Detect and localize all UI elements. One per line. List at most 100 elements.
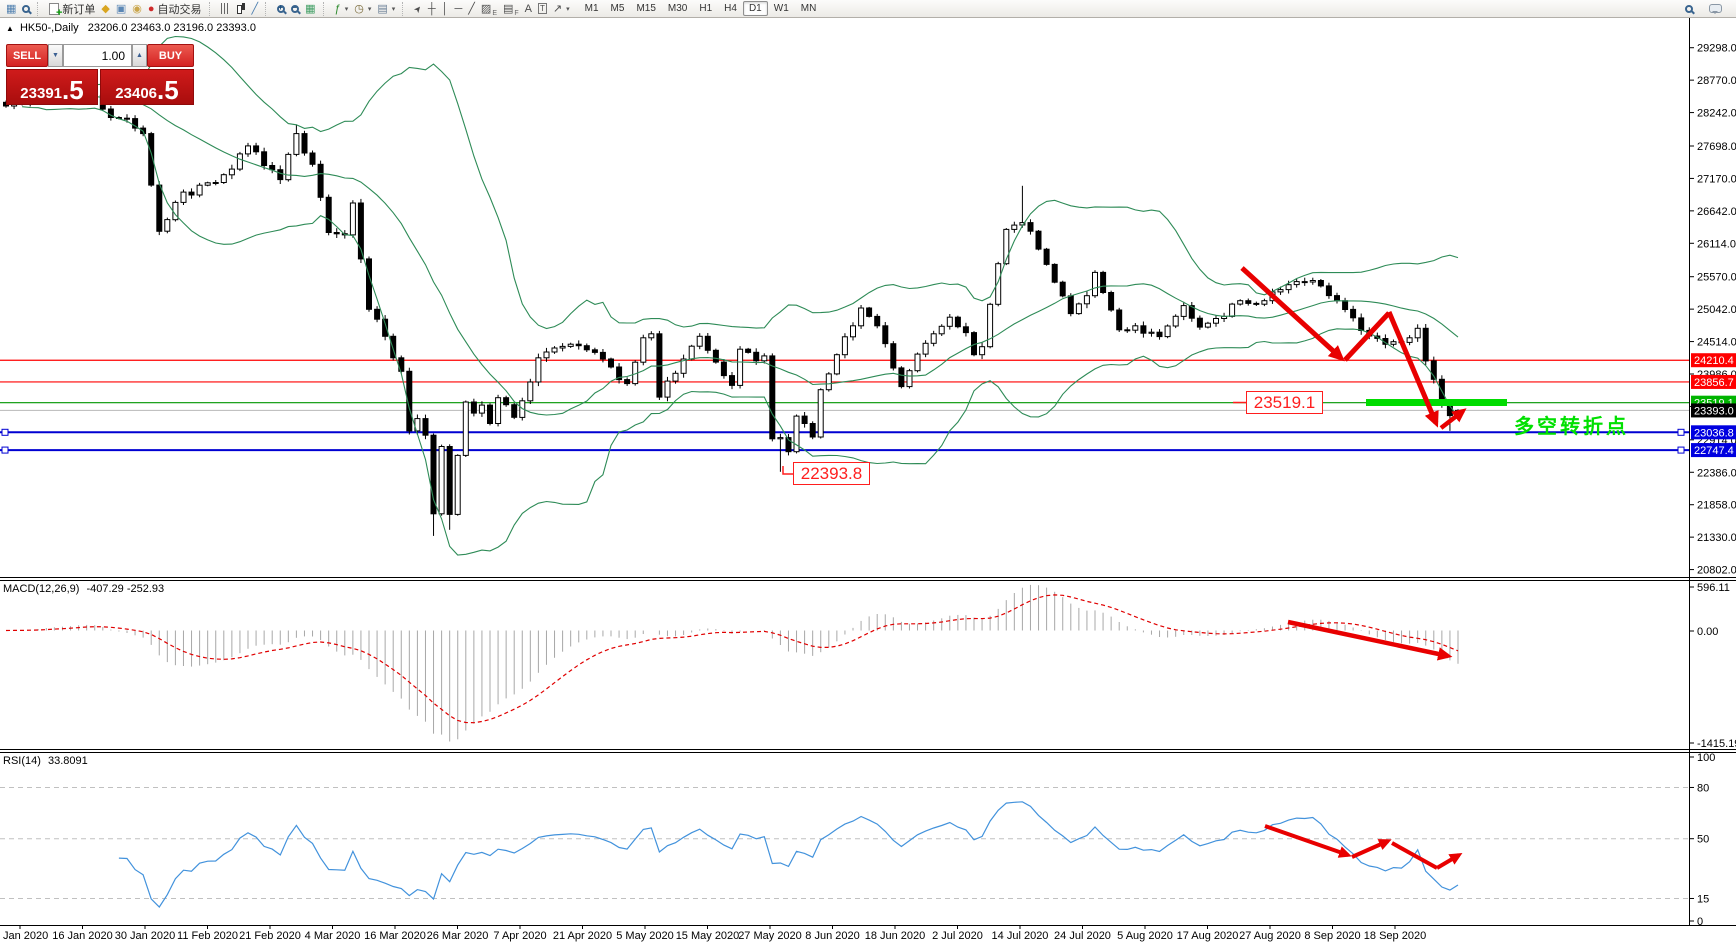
symbol-name: HK50-,Daily <box>19 22 79 34</box>
autotrading-button[interactable]: ● 自动交易 <box>145 1 205 17</box>
new-chart-icon[interactable]: ▦ <box>3 1 19 17</box>
chart-annotations <box>782 266 1507 870</box>
chart-canvas[interactable]: 29298.0 28770.0 28242.0 27698.0 27170.0 26642… <box>0 18 1736 952</box>
candle-body <box>1204 322 1211 328</box>
vertical-line-icon[interactable]: │ <box>439 1 452 17</box>
green-support-bar[interactable] <box>1366 399 1507 406</box>
chart-profiles-icon[interactable] <box>19 1 33 17</box>
trend-arrow-down-2[interactable] <box>1386 311 1439 428</box>
zoom-in-icon[interactable]: + <box>274 1 288 17</box>
search-icon[interactable] <box>1682 1 1696 17</box>
time-tick-label: 5 Aug 2020 <box>1117 930 1173 942</box>
timeframe-m15-button[interactable]: M15 <box>636 3 656 14</box>
candlestick-icon <box>236 2 246 15</box>
bar-chart-icon <box>220 3 230 14</box>
timeframe-m30-button[interactable]: M30 <box>667 3 688 14</box>
line-handle[interactable] <box>1 446 9 454</box>
candle-body <box>253 145 260 153</box>
support-price-label[interactable]: 23519.1 <box>1246 391 1323 414</box>
sell-button[interactable]: SELL <box>6 44 48 67</box>
candle-body <box>995 263 1002 305</box>
new-order-button[interactable]: 新订单 <box>46 1 98 19</box>
line-handle[interactable] <box>1677 446 1685 454</box>
timeframe-m5-button[interactable]: M5 <box>610 3 625 14</box>
text-icon[interactable]: A <box>522 1 535 17</box>
candlestick-icon[interactable] <box>233 1 249 17</box>
trend-arrow-bounce[interactable] <box>1439 408 1467 430</box>
line-handle[interactable] <box>1 428 9 436</box>
candle-body <box>559 345 566 349</box>
arrows-icon[interactable]: ↗ ▾ <box>552 2 570 15</box>
timeframe-mn-button[interactable]: MN <box>800 3 817 14</box>
trend-arrow-up-1[interactable] <box>1343 311 1391 362</box>
label-icon[interactable]: T <box>535 1 550 17</box>
crosshair-icon[interactable]: ┼ <box>425 1 439 17</box>
timeframe-w1-button[interactable]: W1 <box>773 3 789 14</box>
fibonacci-icon[interactable]: ▤ F <box>502 2 519 17</box>
price-tick-label: 26642.0 <box>1697 206 1736 218</box>
cursor-icon[interactable]: ➤ <box>411 1 425 17</box>
timeframe-h4-button[interactable]: H4 <box>724 3 737 14</box>
favorites-icon[interactable]: ◆ <box>98 1 112 17</box>
sell-price-tile[interactable]: 23391.5 <box>6 69 98 105</box>
volume-input[interactable]: 1.00 <box>63 44 132 67</box>
price-axis[interactable]: 29298.0 28770.0 28242.0 27698.0 27170.0 26642… <box>1689 43 1736 928</box>
volume-decrease-button[interactable]: ▼ <box>48 44 63 67</box>
turning-point-annotation[interactable]: 多空转折点 <box>1514 416 1629 438</box>
chat-icon[interactable] <box>1706 1 1725 17</box>
price-badge-label: 23036.8 <box>1694 427 1734 439</box>
candle-body <box>1277 289 1284 293</box>
horizontal-line-icon[interactable]: ─ <box>451 1 465 17</box>
time-axis[interactable]: Jan 2020 16 Jan 2020 30 Jan 2020 11 Feb 202… <box>3 925 1426 943</box>
low-price-label[interactable]: 22393.8 <box>793 462 870 485</box>
candle-body <box>543 351 550 359</box>
templates-icon[interactable]: ▤ ▾ <box>377 2 396 15</box>
candle-body <box>495 397 502 425</box>
time-tick-label: 27 May 2020 <box>738 930 802 942</box>
timeframe-h1-button[interactable]: H1 <box>699 3 713 14</box>
chart-window[interactable]: ▲ HK50-,Daily 23206.0 23463.0 23196.0 23… <box>0 18 1736 952</box>
time-tick-label: 14 Jul 2020 <box>992 930 1049 942</box>
timeframe-m1-button[interactable]: M1 <box>584 3 599 14</box>
toolbar-separator <box>402 1 408 16</box>
candle-body <box>672 372 679 382</box>
rsi-arrow-up-1[interactable] <box>1351 839 1392 859</box>
buy-price-tile[interactable]: 23406.5 <box>100 69 194 105</box>
signals-icon-glyph: ◉ <box>132 2 142 15</box>
volume-increase-button[interactable]: ▲ <box>132 44 147 67</box>
tile-windows-icon[interactable]: ▦ <box>302 1 318 17</box>
bar-chart-icon[interactable] <box>218 1 233 17</box>
price-tick-label: 22386.0 <box>1697 467 1736 479</box>
signals-icon[interactable]: ◉ <box>129 1 145 17</box>
candle-body <box>317 163 324 198</box>
bollinger-upper-band <box>21 35 1459 330</box>
trendline-icon-glyph: ╱ <box>468 2 475 15</box>
line-handle[interactable] <box>1677 428 1685 436</box>
rsi-line <box>118 801 1459 908</box>
time-tick-label: 18 Jun 2020 <box>865 930 926 942</box>
equidistant-channel-icon[interactable]: ▨ E <box>480 2 497 17</box>
trendline-icon[interactable]: ╱ <box>465 1 478 17</box>
indicators-icon[interactable]: ƒ ▾ <box>334 2 349 15</box>
buy-button[interactable]: BUY <box>147 44 194 67</box>
rsi-arrow-down-2[interactable] <box>1391 841 1438 870</box>
bollinger-lower-band <box>22 106 1459 556</box>
candle-body <box>1164 325 1171 338</box>
rsi-tick-label: 50 <box>1697 834 1709 846</box>
period-icon[interactable]: ◷ ▾ <box>354 2 372 15</box>
market-watch-icon[interactable]: ▣ <box>113 1 129 17</box>
trend-arrow-down-1[interactable] <box>1240 266 1345 362</box>
rsi-arrow-bounce[interactable] <box>1435 852 1463 870</box>
macd-panel <box>5 584 1459 742</box>
zoom-out-icon[interactable]: − <box>288 1 302 17</box>
period-icon-glyph: ◷ <box>354 2 364 15</box>
line-chart-icon[interactable]: ╱ <box>249 1 262 17</box>
macd-trend-arrow[interactable] <box>1287 619 1453 661</box>
symbol-marker-icon: ▲ <box>6 24 14 33</box>
candle-body <box>1301 281 1308 284</box>
timeframe-d1-button[interactable]: D1 <box>742 1 768 16</box>
candle-body <box>1213 318 1219 324</box>
time-tick-label: 24 Jul 2020 <box>1054 930 1111 942</box>
candle-body <box>712 349 719 363</box>
rsi-arrow-down-1[interactable] <box>1264 824 1352 858</box>
